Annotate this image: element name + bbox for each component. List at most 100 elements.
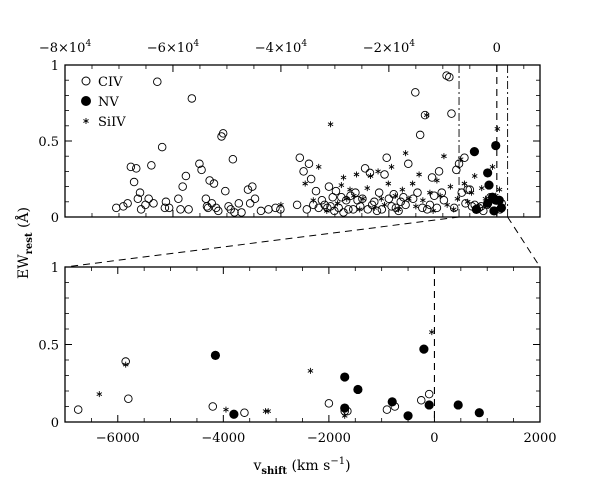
top-point-civ <box>306 174 316 184</box>
top-point-civ <box>439 196 449 205</box>
top-point-civ <box>449 203 459 213</box>
top-point-civ <box>339 208 348 217</box>
legend-siiv-label: SiIV <box>98 115 126 130</box>
top-point-civ <box>174 194 183 204</box>
top-point-civ <box>344 205 353 214</box>
legend-siiv-asterisk <box>83 118 89 124</box>
bottom-point-civ <box>382 405 392 414</box>
top-point-civ <box>224 202 233 211</box>
top-point-civ <box>184 205 193 214</box>
bottom-point-civ <box>73 405 83 414</box>
legend-civ-marker <box>81 76 91 86</box>
top-point-siiv <box>494 125 501 132</box>
top-point-civ <box>432 203 442 213</box>
top-point-siiv <box>302 180 309 187</box>
top-point-civ <box>422 205 432 214</box>
top-point-civ <box>153 77 162 86</box>
top-point-siiv <box>457 156 464 163</box>
top-point-civ <box>131 164 141 173</box>
top-point-civ <box>304 159 314 169</box>
top-point-siiv <box>399 186 406 193</box>
bottom-x-tick-label: −2000 <box>307 431 351 446</box>
top-point-siiv <box>334 200 341 207</box>
top-point-civ <box>387 202 396 211</box>
top-point-civ <box>425 200 435 210</box>
top-point-civ <box>123 199 132 208</box>
top-point-siiv <box>375 168 381 175</box>
top-point-civ <box>360 164 370 173</box>
top-point-nv <box>489 206 499 216</box>
top-x-tick-label: −6×104 <box>147 39 200 56</box>
top-point-civ <box>353 196 362 205</box>
top-point-civ <box>147 161 156 170</box>
top-point-civ <box>164 203 174 213</box>
top-point-siiv <box>482 195 489 202</box>
bottom-point-civ <box>124 394 133 404</box>
top-point-civ <box>248 182 257 191</box>
top-y-tick-label: 1 <box>51 59 59 74</box>
bottom-y-tick-label: 1 <box>51 261 59 276</box>
top-x-tick-label: 0 <box>493 41 501 56</box>
bottom-point-nv <box>453 400 463 410</box>
top-x-tick-label: −2×104 <box>363 39 416 56</box>
top-point-civ <box>209 179 219 188</box>
top-point-civ <box>396 197 405 207</box>
legend-nv-label: NV <box>98 95 119 110</box>
top-point-civ <box>331 186 341 196</box>
top-point-siiv <box>471 172 478 179</box>
top-point-civ <box>382 153 391 162</box>
top-point-civ <box>126 162 136 172</box>
top-point-siiv <box>360 195 366 202</box>
top-point-civ <box>176 205 185 214</box>
bottom-point-nv <box>474 408 484 418</box>
top-point-siiv <box>427 189 433 196</box>
bottom-point-siiv <box>341 412 348 419</box>
bottom-point-nv <box>340 403 350 413</box>
top-point-civ <box>202 202 212 211</box>
bottom-point-civ <box>324 399 334 408</box>
top-point-civ <box>404 159 413 169</box>
top-point-siiv <box>450 206 457 213</box>
top-point-siiv <box>468 189 475 196</box>
top-point-siiv <box>444 201 450 208</box>
top-point-siiv <box>388 163 395 170</box>
bottom-point-siiv <box>265 408 272 415</box>
bottom-point-civ <box>424 389 434 399</box>
top-panel-points <box>112 71 507 217</box>
top-point-civ <box>447 109 456 118</box>
top-point-civ <box>136 205 146 214</box>
top-point-civ <box>129 177 139 187</box>
top-point-siiv <box>441 153 447 160</box>
top-point-nv <box>494 195 504 205</box>
top-point-civ <box>299 167 308 176</box>
top-panel-ticks: −8×104 −6×104 −4×104 −2×104 0 0 0.5 1 <box>38 39 540 226</box>
top-point-civ <box>135 188 145 197</box>
top-point-siiv <box>478 185 485 192</box>
top-point-siiv <box>356 206 363 213</box>
top-point-civ <box>380 170 389 179</box>
top-point-civ <box>391 203 401 213</box>
top-point-civ <box>358 194 367 204</box>
top-point-nv <box>469 147 480 157</box>
top-panel-reference-lines <box>458 65 509 217</box>
bottom-point-nv <box>419 344 429 354</box>
bottom-point-nv <box>424 400 434 410</box>
top-point-siiv <box>350 192 357 199</box>
top-point-siiv <box>278 201 284 208</box>
bottom-panel-ticks: 0 0.5 1 −6000 −4000 −2000 0 2000 <box>38 261 556 446</box>
top-point-siiv <box>338 182 345 189</box>
bottom-point-nv <box>353 384 363 395</box>
bottom-point-siiv <box>307 367 314 374</box>
top-point-civ <box>302 205 312 214</box>
bottom-point-nv <box>229 409 239 419</box>
top-point-civ <box>374 188 384 197</box>
top-point-civ <box>317 196 327 205</box>
top-point-civ <box>320 200 329 210</box>
top-point-siiv <box>430 207 436 214</box>
bottom-panel-points <box>73 329 484 421</box>
top-point-civ <box>178 182 187 191</box>
top-point-civ <box>264 205 273 214</box>
top-point-civ <box>211 203 221 213</box>
